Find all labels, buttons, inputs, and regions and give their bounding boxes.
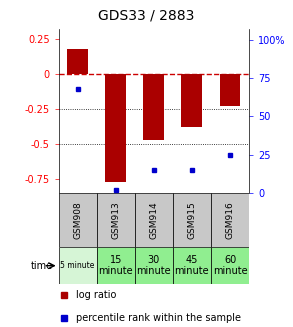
Text: log ratio: log ratio	[76, 290, 116, 300]
Text: percentile rank within the sample: percentile rank within the sample	[76, 313, 241, 323]
Bar	[135, 247, 173, 284]
Text: GSM915: GSM915	[188, 201, 196, 239]
Bar	[173, 193, 211, 247]
Text: GDS33 / 2883: GDS33 / 2883	[98, 9, 195, 23]
Bar	[211, 247, 249, 284]
Text: 45
minute: 45 minute	[175, 255, 209, 277]
Bar	[173, 247, 211, 284]
Text: GSM913: GSM913	[111, 201, 120, 239]
Bar	[135, 193, 173, 247]
Bar	[97, 193, 135, 247]
Bar	[181, 74, 202, 127]
Bar	[97, 247, 135, 284]
Text: time: time	[30, 261, 53, 271]
Bar	[105, 74, 126, 182]
Text: GSM914: GSM914	[149, 201, 158, 239]
Text: 30
minute: 30 minute	[137, 255, 171, 277]
Bar	[211, 193, 249, 247]
Bar	[59, 247, 97, 284]
Bar	[67, 49, 88, 74]
Bar	[59, 193, 97, 247]
Bar	[143, 74, 164, 140]
Text: 15
minute: 15 minute	[98, 255, 133, 277]
Text: GSM908: GSM908	[73, 201, 82, 239]
Text: 60
minute: 60 minute	[213, 255, 247, 277]
Text: GSM916: GSM916	[226, 201, 234, 239]
Text: 5 minute: 5 minute	[60, 261, 95, 270]
Bar	[219, 74, 241, 106]
